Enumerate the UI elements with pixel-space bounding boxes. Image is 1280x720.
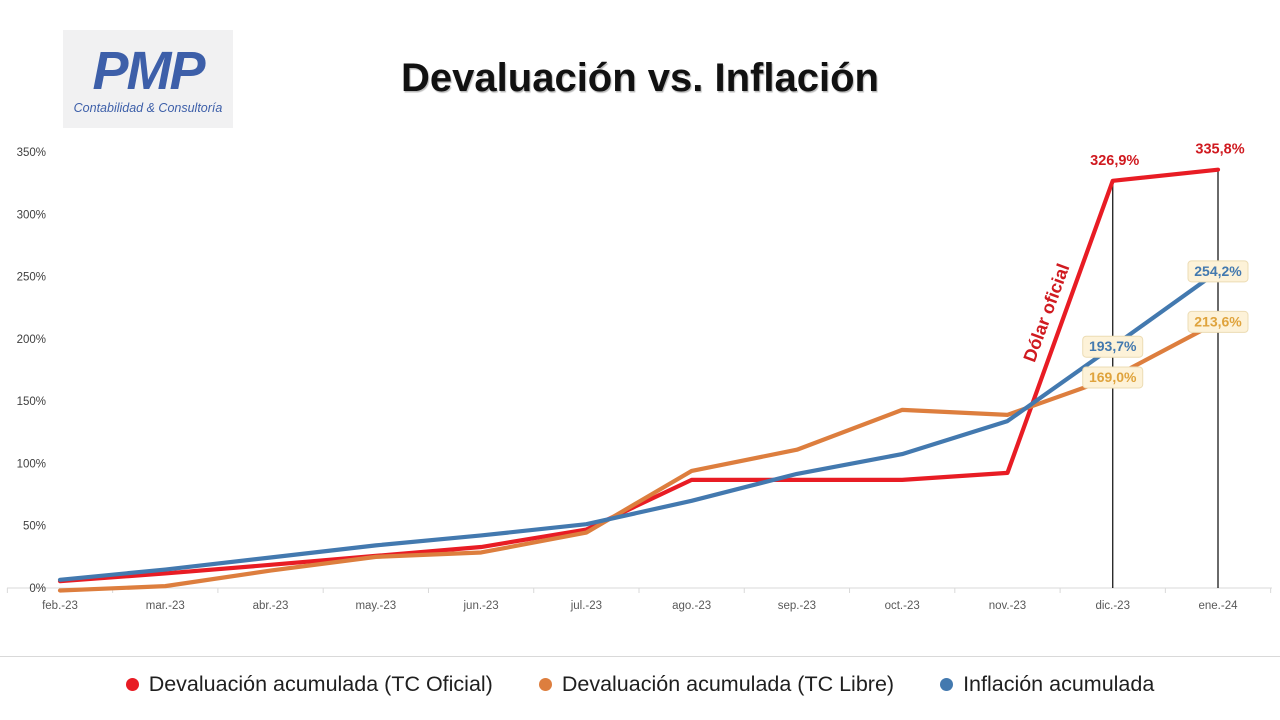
- x-axis-label: nov.-23: [989, 600, 1027, 612]
- legend-dot-red: [125, 677, 139, 691]
- y-axis-label: 50%: [23, 521, 46, 533]
- legend-label: Devaluación acumulada (TC Oficial): [148, 671, 493, 696]
- x-axis-label: mar.-23: [146, 600, 185, 612]
- annotation-value: 193,7%: [1089, 338, 1137, 354]
- y-axis-label: 250%: [17, 272, 46, 284]
- annotation-box: [1082, 335, 1144, 358]
- y-axis-label: 200%: [17, 334, 46, 346]
- x-axis-label: dic.-23: [1095, 600, 1130, 612]
- chart-legend: Devaluación acumulada (TC Oficial) Deval…: [0, 662, 1280, 706]
- legend-label: Inflación acumulada: [963, 671, 1155, 696]
- x-axis-label: ene.-24: [1198, 600, 1238, 612]
- annotation-value: 169,0%: [1089, 369, 1137, 385]
- series-line-0: [57, 167, 1221, 584]
- legend-item-inflacion: Inflación acumulada: [940, 672, 1154, 697]
- legend-divider: [0, 656, 1280, 657]
- company-logo: PMP Contabilidad & Consultoría: [63, 30, 233, 128]
- series-line-1: [57, 319, 1221, 593]
- legend-label: Devaluación acumulada (TC Libre): [561, 671, 895, 696]
- x-axis-label: jun.-23: [463, 600, 499, 612]
- x-axis-label: ago.-23: [672, 600, 711, 612]
- annotation-box: [1187, 260, 1249, 283]
- y-axis-label: 100%: [17, 458, 46, 470]
- annotation-box: [1082, 366, 1144, 389]
- x-axis-label: abr.-23: [253, 600, 289, 612]
- logo-tagline: Contabilidad & Consultoría: [73, 100, 223, 115]
- annotation-value: 326,9%: [1090, 153, 1139, 169]
- x-axis-label: jul.-23: [570, 600, 602, 612]
- x-axis-label: oct.-23: [885, 600, 920, 612]
- legend-dot-orange: [538, 677, 552, 691]
- legend-item-tc-libre: Devaluación acumulada (TC Libre): [538, 671, 895, 697]
- y-axis-label: 0%: [29, 583, 46, 595]
- legend-dot-blue: [940, 677, 954, 691]
- x-axis-label: may.-23: [355, 600, 396, 612]
- annotation-value: 213,6%: [1194, 313, 1242, 329]
- y-axis-label: 150%: [17, 396, 46, 408]
- page-title: Devaluación vs. Inflación: [401, 56, 879, 100]
- annotation-value: 335,8%: [1195, 142, 1244, 158]
- annotation-value: 254,2%: [1194, 263, 1242, 279]
- x-axis-label: sep.-23: [778, 600, 816, 612]
- logo-wordmark: PMP: [92, 40, 205, 101]
- annotation-box: [1187, 310, 1249, 333]
- y-axis-label: 300%: [17, 209, 46, 221]
- series-line-2: [57, 269, 1221, 582]
- y-axis-label: 350%: [17, 147, 46, 159]
- legend-item-tc-oficial: Devaluación acumulada (TC Oficial): [125, 671, 493, 697]
- x-axis-label: feb.-23: [42, 600, 78, 612]
